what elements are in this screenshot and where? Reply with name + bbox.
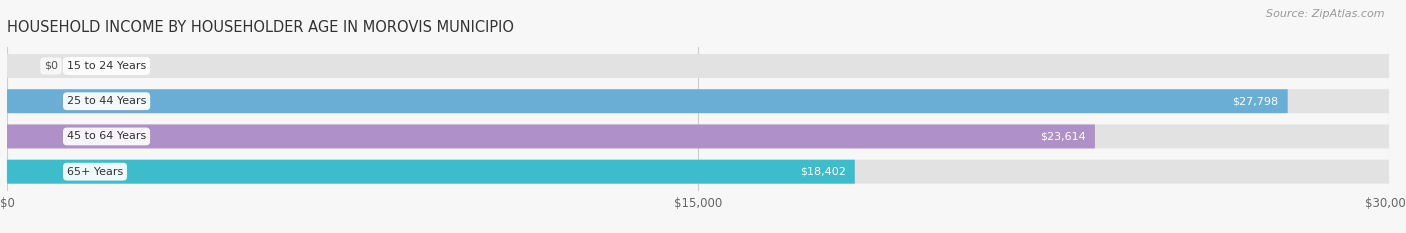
Text: $18,402: $18,402 bbox=[800, 167, 845, 177]
FancyBboxPatch shape bbox=[7, 89, 1389, 113]
Text: 25 to 44 Years: 25 to 44 Years bbox=[67, 96, 146, 106]
Text: $0: $0 bbox=[44, 61, 58, 71]
FancyBboxPatch shape bbox=[7, 160, 1389, 184]
Text: Source: ZipAtlas.com: Source: ZipAtlas.com bbox=[1267, 9, 1385, 19]
Text: $23,614: $23,614 bbox=[1040, 131, 1085, 141]
FancyBboxPatch shape bbox=[7, 124, 1389, 148]
FancyBboxPatch shape bbox=[7, 160, 855, 184]
Text: 65+ Years: 65+ Years bbox=[67, 167, 124, 177]
FancyBboxPatch shape bbox=[7, 54, 1389, 78]
Text: 15 to 24 Years: 15 to 24 Years bbox=[67, 61, 146, 71]
Text: 45 to 64 Years: 45 to 64 Years bbox=[67, 131, 146, 141]
FancyBboxPatch shape bbox=[7, 124, 1095, 148]
FancyBboxPatch shape bbox=[7, 89, 1288, 113]
Text: HOUSEHOLD INCOME BY HOUSEHOLDER AGE IN MOROVIS MUNICIPIO: HOUSEHOLD INCOME BY HOUSEHOLDER AGE IN M… bbox=[7, 20, 515, 35]
Text: $27,798: $27,798 bbox=[1232, 96, 1278, 106]
